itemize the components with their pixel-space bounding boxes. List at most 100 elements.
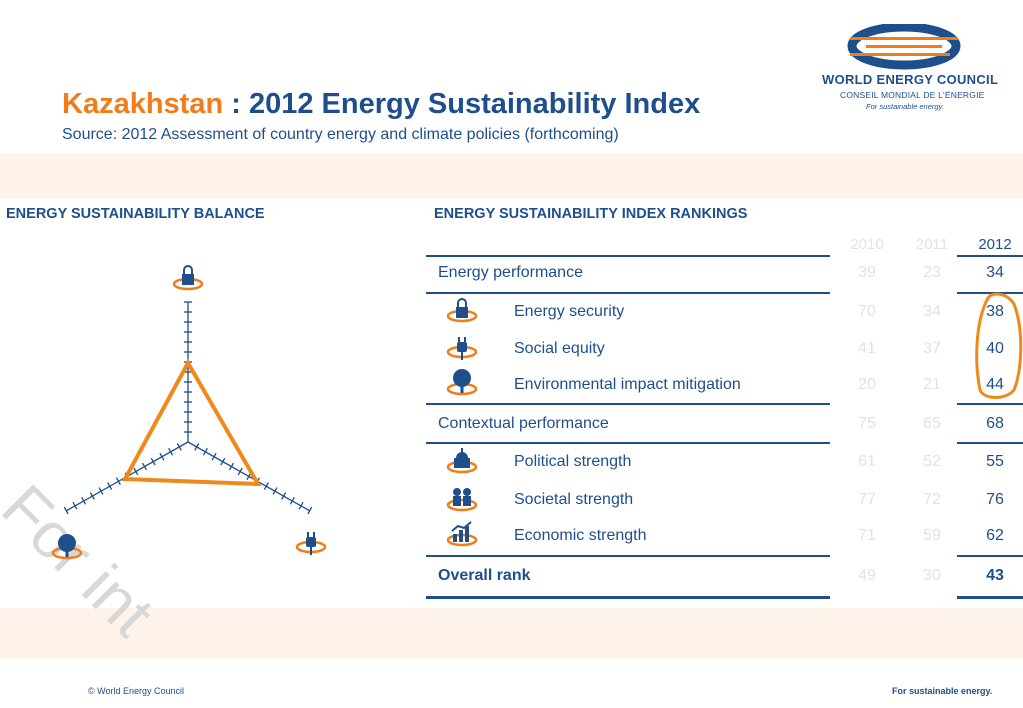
footer-copyright: © World Energy Council <box>88 686 185 696</box>
footer-tagline: For sustainable energy. <box>892 686 993 696</box>
divider <box>426 555 830 557</box>
bottom-band <box>0 608 1023 659</box>
plug-icon <box>446 337 478 360</box>
axis-tick <box>298 501 304 510</box>
value-2011: 59 <box>923 527 941 544</box>
value-2010: 39 <box>858 264 876 281</box>
axis-tick <box>263 482 269 490</box>
title-text: : 2012 Energy Sustainability Index <box>223 88 701 120</box>
row-label: Political strength <box>514 453 632 470</box>
year-2011: 2011 <box>915 236 949 253</box>
axis-tick <box>289 497 295 505</box>
axis-tick <box>89 492 95 500</box>
row-label: Environmental impact mitigation <box>514 376 741 393</box>
axis-tick <box>72 501 78 510</box>
value-2010: 49 <box>858 567 876 584</box>
value-2012: 40 <box>986 340 1004 357</box>
page-title: Kazakhstan : 2012 Energy Sustainability … <box>62 88 700 121</box>
table-row: Political strength 61 52 55 <box>426 448 1023 489</box>
axis-tick <box>176 443 182 451</box>
table-row: Energy security 70 34 38 <box>426 298 1023 339</box>
divider <box>957 596 1023 599</box>
logo-tagline: For sustainable energy. <box>866 102 944 111</box>
value-2011: 30 <box>923 567 941 584</box>
logo-subtitle: CONSEIL MONDIAL DE L'ÉNERGIE <box>840 90 985 100</box>
axis-tick <box>228 462 235 471</box>
value-2011: 52 <box>923 453 941 470</box>
country-name: Kazakhstan <box>62 88 224 120</box>
axis-tick <box>141 462 148 471</box>
axis-tick <box>281 492 287 500</box>
axis-tick <box>115 477 121 485</box>
divider <box>957 555 1023 557</box>
logo-title: WORLD ENERGY COUNCIL <box>822 72 999 87</box>
top-band <box>0 153 1023 199</box>
row-label: Energy security <box>514 303 625 320</box>
value-2011: 65 <box>923 415 941 432</box>
lock-icon <box>446 298 478 323</box>
axis-tick <box>237 467 243 476</box>
axis-tick <box>211 452 217 461</box>
value-2012: 38 <box>986 303 1004 320</box>
value-2010: 75 <box>858 415 876 432</box>
value-2010: 41 <box>858 340 876 357</box>
value-2011: 34 <box>923 303 941 320</box>
axis-tick <box>159 452 165 461</box>
axis-tick <box>107 482 113 490</box>
value-2012: 55 <box>986 453 1004 470</box>
divider <box>426 292 830 294</box>
wec-globe-icon <box>847 24 961 70</box>
value-2010: 71 <box>858 527 876 544</box>
row-label: Economic strength <box>514 527 647 544</box>
axis-tick <box>63 506 69 515</box>
axis-tick <box>272 487 278 495</box>
value-2012: 76 <box>986 491 1004 508</box>
value-2011: 21 <box>923 376 941 393</box>
value-2012: 34 <box>986 264 1004 281</box>
balance-diagram <box>51 265 327 560</box>
row-label: Contextual performance <box>438 415 609 432</box>
source-note: Source: 2012 Assessment of country energ… <box>62 126 619 143</box>
axis-tick <box>150 457 156 466</box>
value-2010: 61 <box>858 453 876 470</box>
value-2012: 68 <box>986 415 1004 432</box>
divider <box>957 442 1023 444</box>
divider <box>426 403 830 405</box>
axis-tick <box>220 457 226 466</box>
table-row: Economic strength 71 59 62 <box>426 521 1023 563</box>
plug-icon <box>295 532 327 555</box>
axis-tick <box>81 497 87 505</box>
balance-title: ENERGY SUSTAINABILITY BALANCE <box>6 206 265 222</box>
row-label: Energy performance <box>438 264 583 281</box>
rankings-title: ENERGY SUSTAINABILITY INDEX RANKINGS <box>434 206 748 222</box>
table-row: Societal strength 77 72 76 <box>426 488 1023 527</box>
value-2010: 20 <box>858 376 876 393</box>
tree-icon <box>51 534 83 560</box>
balance-triangle <box>121 358 262 487</box>
row-label: Social equity <box>514 340 605 357</box>
axis-tick <box>98 487 104 495</box>
table-row: Environmental impact mitigation 20 21 44 <box>426 369 1023 412</box>
axis-tick <box>133 467 139 476</box>
tree-icon <box>446 369 478 396</box>
growth-chart-icon <box>446 521 478 547</box>
row-label: Overall rank <box>438 567 531 584</box>
table-row: Social equity 41 37 40 <box>426 337 1023 376</box>
year-2010: 2010 <box>850 236 884 253</box>
divider <box>426 442 830 444</box>
value-2011: 37 <box>923 340 941 357</box>
divider <box>426 255 830 257</box>
table-row: Contextual performance 75 65 68 <box>426 415 1023 451</box>
table-row: Energy performance 39 23 34 <box>426 264 1023 300</box>
value-2012: 44 <box>986 376 1004 393</box>
divider <box>426 596 830 599</box>
axis-tick <box>168 448 174 456</box>
people-icon <box>446 488 478 512</box>
value-2011: 72 <box>923 491 941 508</box>
divider <box>957 403 1023 405</box>
year-2012: 2012 <box>978 236 1012 253</box>
highlight-circle <box>975 292 1023 399</box>
value-2012: 43 <box>986 567 1004 584</box>
capitol-icon <box>446 448 478 474</box>
row-label: Societal strength <box>514 491 634 508</box>
